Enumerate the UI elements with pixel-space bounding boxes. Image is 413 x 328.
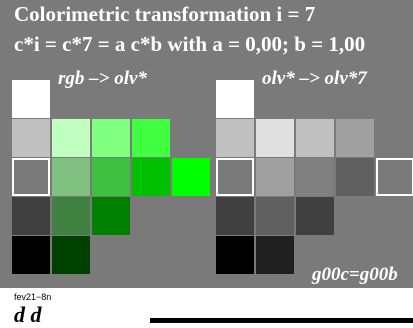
color-chart-panel: Colorimetric transformation i = 7 c*i = … <box>0 0 413 288</box>
swatch-r-2-0 <box>216 158 254 196</box>
swatch-l-2-4 <box>172 158 210 196</box>
chart-footer-label: g00c=g00b <box>312 264 398 285</box>
swatch-r-1-0 <box>216 119 254 157</box>
left-group-label: rgb –> olv* <box>58 68 147 89</box>
footer-text: d d <box>14 302 42 327</box>
swatch-l-1-1 <box>52 119 90 157</box>
swatch-r-1-3 <box>336 119 374 157</box>
swatch-r-0-0 <box>216 80 254 118</box>
swatch-l-4-0 <box>12 236 50 274</box>
footer-bar <box>150 318 413 323</box>
swatch-l-2-3 <box>132 158 170 196</box>
swatch-r-3-1 <box>256 197 294 235</box>
swatch-r-1-2 <box>296 119 334 157</box>
swatch-l-3-1 <box>52 197 90 235</box>
swatch-r-3-0 <box>216 197 254 235</box>
swatch-l-1-3 <box>132 119 170 157</box>
chart-title: Colorimetric transformation i = 7 <box>14 2 316 26</box>
swatch-r-2-3 <box>336 158 374 196</box>
swatch-r-4-1 <box>256 236 294 274</box>
swatch-l-3-0 <box>12 197 50 235</box>
swatch-r-4-0 <box>216 236 254 274</box>
swatch-r-2-4 <box>376 158 413 196</box>
swatch-l-1-0 <box>12 119 50 157</box>
swatch-l-3-2 <box>92 197 130 235</box>
swatch-r-3-2 <box>296 197 334 235</box>
swatch-r-2-2 <box>296 158 334 196</box>
swatch-l-4-1 <box>52 236 90 274</box>
swatch-l-1-2 <box>92 119 130 157</box>
swatch-r-1-1 <box>256 119 294 157</box>
swatch-l-2-2 <box>92 158 130 196</box>
swatch-r-2-1 <box>256 158 294 196</box>
swatch-l-0-0 <box>12 80 50 118</box>
right-group-label: olv* –> olv*7 <box>262 68 367 89</box>
swatch-l-2-1 <box>52 158 90 196</box>
figure-code: fev21−8n <box>14 292 52 302</box>
chart-formula: c*i = c*7 = a c*b with a = 0,00; b = 1,0… <box>14 32 366 56</box>
swatch-l-2-0 <box>12 158 50 196</box>
